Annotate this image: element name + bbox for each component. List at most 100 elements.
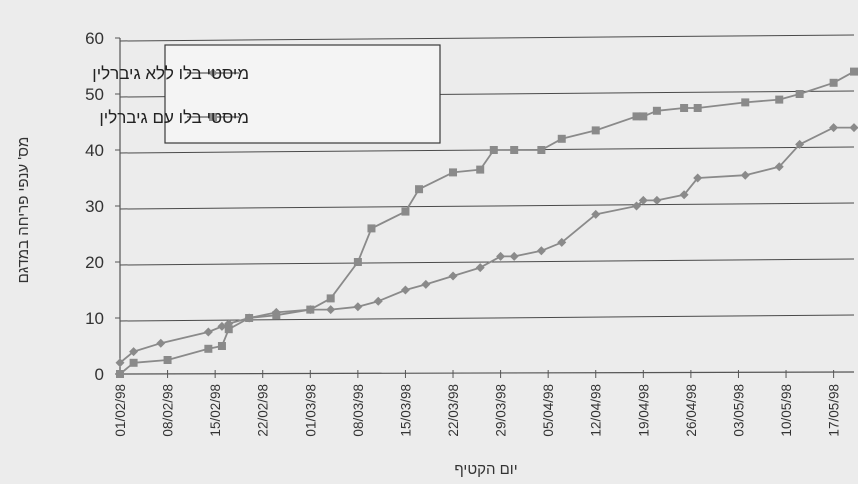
- data-point-diamond: [591, 209, 601, 219]
- x-tick-label: 10/05/98: [779, 384, 794, 437]
- data-point-diamond: [740, 170, 750, 180]
- data-point-diamond: [496, 251, 506, 261]
- data-point-square: [632, 112, 641, 121]
- data-point-diamond: [679, 190, 689, 200]
- gridline-y: [119, 314, 855, 322]
- legend-label: מיסטי בלו עם גיברלין: [99, 108, 249, 127]
- data-point-diamond: [652, 195, 662, 205]
- data-point-square: [850, 67, 858, 76]
- y-tick-label: 0: [95, 365, 104, 384]
- data-point-square: [775, 95, 784, 104]
- x-tick-label: 08/03/98: [351, 384, 366, 437]
- axes: 0 10 20 30 40 50 60 01/02/98 08/02/98 15/02/98 22/…: [85, 29, 855, 437]
- data-point-diamond: [421, 279, 431, 289]
- y-tick-label: 20: [85, 253, 104, 272]
- y-tick-label: 50: [85, 85, 104, 104]
- data-point-diamond: [208, 68, 218, 78]
- data-point-diamond: [326, 305, 336, 315]
- data-point-diamond: [557, 237, 567, 247]
- gridline-y: [119, 34, 855, 42]
- data-point-square: [204, 344, 213, 353]
- x-tick-label: 29/03/98: [494, 384, 509, 437]
- legend-label: מיסטי בלו ללא גיברלין: [92, 64, 249, 83]
- x-tick-label: 22/03/98: [446, 384, 461, 437]
- data-point-diamond: [115, 358, 125, 368]
- data-point-diamond: [638, 195, 648, 205]
- data-point-diamond: [849, 123, 858, 133]
- series-layer: [115, 67, 858, 378]
- data-point-square: [272, 311, 281, 320]
- data-point-square: [829, 78, 838, 87]
- y-axis-label: מס' ענפי פריחה במדגם: [15, 137, 32, 284]
- x-tick-label: 08/02/98: [161, 384, 176, 437]
- legend: מיסטי בלו ללא גיברלין מיסטי בלו עם גיברלי…: [92, 44, 441, 144]
- data-point-square: [306, 305, 315, 314]
- gridline-y: [119, 202, 855, 210]
- data-point-diamond: [400, 285, 410, 295]
- x-tick-label: 01/02/98: [113, 384, 128, 437]
- data-point-square: [245, 314, 254, 322]
- data-point-square: [476, 165, 485, 174]
- data-point-diamond: [774, 162, 784, 172]
- data-point-square: [367, 224, 376, 233]
- x-tick-label: 15/02/98: [208, 384, 223, 437]
- data-point-diamond: [632, 201, 642, 211]
- data-point-square: [591, 126, 600, 135]
- gridline-y: [119, 146, 855, 154]
- data-point-square: [557, 134, 566, 143]
- data-point-square: [652, 106, 661, 115]
- legend-box: [164, 44, 441, 144]
- data-point-square: [129, 358, 138, 367]
- x-tick-label: 15/03/98: [398, 384, 413, 437]
- x-tick-label: 05/04/98: [541, 384, 556, 437]
- data-point-square: [639, 112, 648, 121]
- data-point-diamond: [475, 263, 485, 273]
- data-point-square: [680, 104, 689, 112]
- data-point-diamond: [373, 296, 383, 306]
- data-point-square: [537, 146, 546, 154]
- x-axis-label: יום הקטיף: [454, 461, 517, 478]
- data-point-square: [510, 146, 519, 154]
- y-tick-label: 10: [85, 309, 104, 328]
- data-point-diamond: [448, 271, 458, 281]
- data-point-square: [217, 342, 226, 350]
- data-point-diamond: [217, 321, 227, 331]
- y-tick-label: 40: [85, 141, 104, 160]
- data-point-diamond: [203, 327, 213, 337]
- x-tick-label: 17/05/98: [827, 384, 842, 437]
- x-axis-line: [119, 371, 855, 375]
- data-point-square: [449, 168, 458, 177]
- data-point-diamond: [795, 139, 805, 149]
- data-point-diamond: [693, 173, 703, 183]
- data-point-diamond: [156, 338, 166, 348]
- x-tick-label: 19/04/98: [636, 384, 651, 437]
- data-point-square: [741, 98, 750, 107]
- y-tick-label: 60: [85, 29, 104, 48]
- data-point-square: [693, 104, 702, 112]
- series-2: [116, 67, 858, 378]
- x-tick-label: 26/04/98: [684, 384, 699, 437]
- data-point-square: [415, 185, 424, 194]
- data-point-diamond: [829, 123, 839, 133]
- data-point-square: [326, 294, 335, 303]
- x-tick-label: 12/04/98: [589, 384, 604, 437]
- data-point-square: [163, 356, 172, 364]
- data-point-square: [116, 370, 124, 378]
- x-tick-label: 22/02/98: [256, 384, 271, 437]
- data-point-square: [224, 325, 233, 334]
- y-tick-label: 30: [85, 197, 104, 216]
- data-point-diamond: [509, 251, 519, 261]
- data-point-square: [209, 113, 217, 121]
- data-point-diamond: [129, 347, 139, 357]
- gridline-y: [119, 258, 855, 266]
- data-point-diamond: [536, 246, 546, 256]
- data-point-square: [795, 90, 804, 98]
- data-point-diamond: [353, 302, 363, 312]
- data-point-square: [401, 207, 410, 216]
- data-point-square: [353, 258, 362, 266]
- x-tick-label: 03/05/98: [731, 384, 746, 437]
- data-point-square: [489, 146, 498, 154]
- x-tick-label: 01/03/98: [303, 384, 318, 437]
